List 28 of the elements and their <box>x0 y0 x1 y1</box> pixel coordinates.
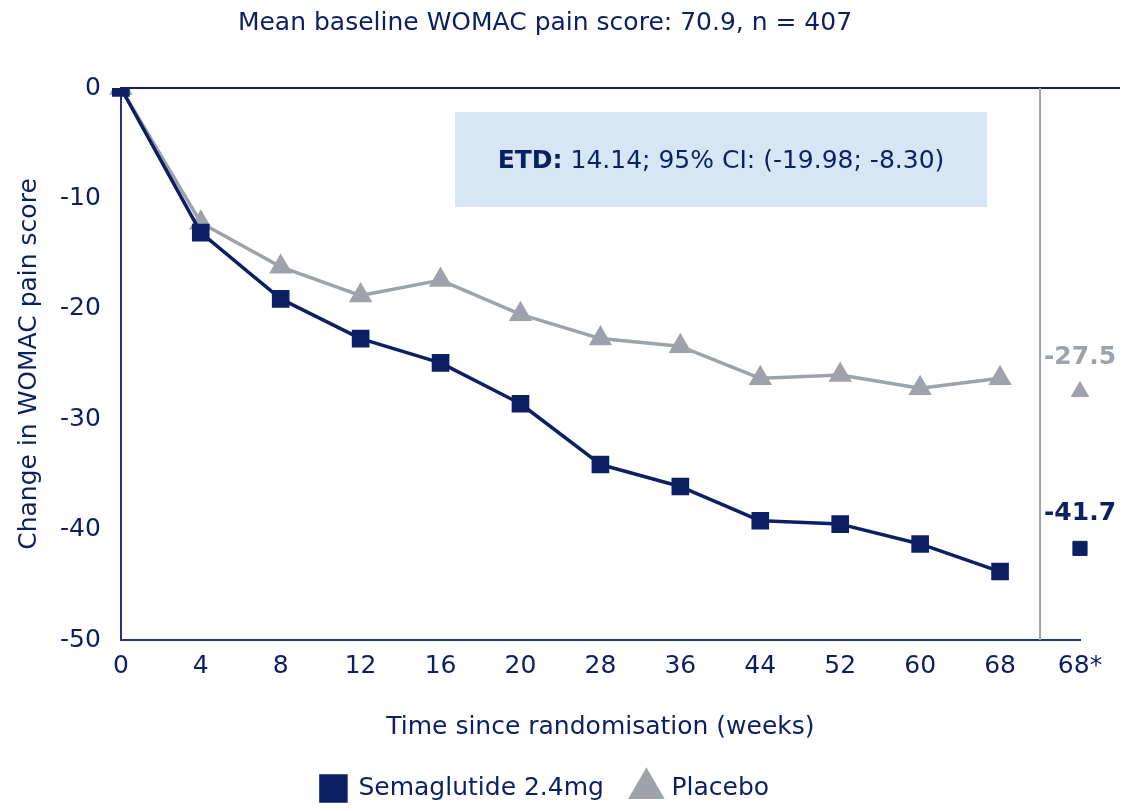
x-tick-label: 20 <box>504 649 537 679</box>
y-axis-title: Change in WOMAC pain score <box>12 178 42 550</box>
y-tick-label: -20 <box>59 292 101 322</box>
x-tick-label: 52 <box>824 649 857 679</box>
x-tick-label: 0 <box>112 649 129 679</box>
text-box: ETD: 14.14; 95% CI: (-19.98; -8.30) <box>455 112 987 207</box>
y-tick-label: -40 <box>59 513 101 543</box>
x-tick-label: 44 <box>744 649 777 679</box>
chart-title: Mean baseline WOMAC pain score: 70.9, n = 407 <box>237 6 853 36</box>
annotation: ETD: 14.14; 95% CI: (-19.98; -8.30) <box>497 145 945 174</box>
y-tick-label: 0 <box>84 71 101 101</box>
x-tick-label: 60 <box>904 649 937 679</box>
y-tick-label: -30 <box>59 402 101 432</box>
x-tick-label: 36 <box>664 649 697 679</box>
data-label: -27.5 <box>1043 340 1117 370</box>
y-tick-label: -10 <box>59 181 101 211</box>
data-label: -41.7 <box>1043 497 1117 527</box>
y-tick-label: -50 <box>59 623 101 653</box>
legend-label: Semaglutide 2.4mg <box>358 772 604 801</box>
legend-label: Placebo <box>671 772 770 801</box>
x-tick-label: 4 <box>192 649 209 679</box>
x-tick-label: 12 <box>344 649 377 679</box>
x-tick-label: 28 <box>584 649 617 679</box>
x-tick-label: 68 <box>984 649 1016 679</box>
x-axis-title: Time since randomisation (weeks) <box>385 710 815 740</box>
x-tick-label: 68* <box>1057 649 1103 679</box>
x-tick-label: 16 <box>424 649 457 679</box>
x-tick-label: 8 <box>272 649 289 679</box>
